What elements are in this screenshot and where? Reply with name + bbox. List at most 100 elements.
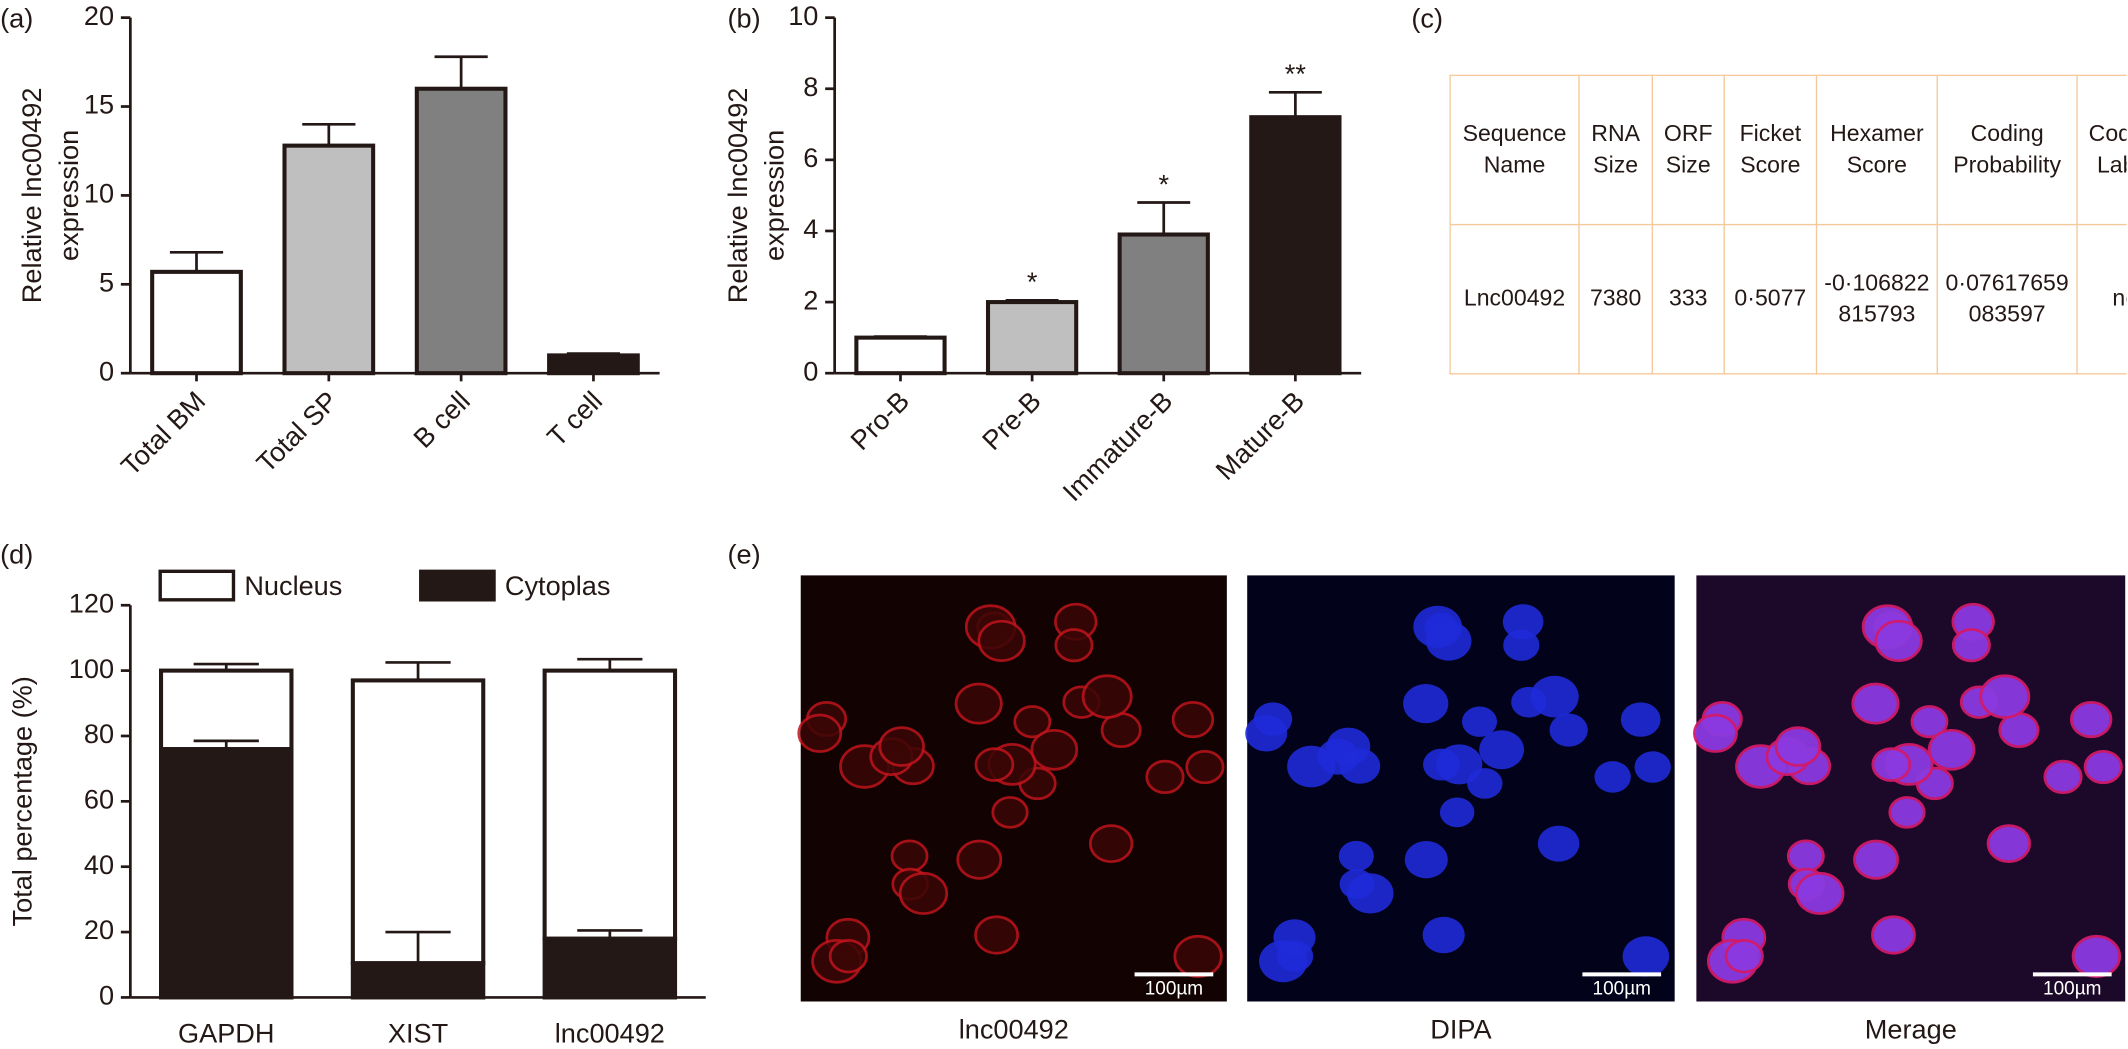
cell: [956, 839, 1003, 880]
table-cell: Coding Probability: [1936, 74, 2078, 226]
cell: [1634, 751, 1671, 783]
y-axis-label: Total percentage (%): [7, 676, 38, 926]
x-tick-label: lnc00492: [555, 1018, 665, 1049]
cell: [1927, 728, 1976, 771]
cell: [1185, 749, 1225, 785]
bar: [150, 269, 243, 376]
y-tick-label: 100: [69, 653, 114, 684]
micrograph-caption: Merage: [1865, 1014, 1957, 1045]
y-tick-label: 15: [84, 89, 114, 120]
scale-bar-label: 100µm: [1593, 978, 1651, 999]
cell: [1503, 629, 1540, 661]
table-cell: Coding Label: [2076, 74, 2127, 226]
cell: [890, 839, 929, 873]
significance-label: *: [1027, 266, 1038, 297]
table-row: Lnc00492 7380 333 0·5077 -0·106822815793 0·07…: [1449, 223, 2127, 375]
cell: [828, 939, 868, 974]
table-cell: Hexamer Score: [1815, 74, 1938, 226]
table-row: Sequence Name RNA Size ORF Size Ficket Scor…: [1449, 74, 2127, 226]
cell: [1549, 713, 1588, 747]
table-cell: 333: [1651, 223, 1725, 375]
y-tick-label: 0: [99, 980, 114, 1011]
cell: [1724, 939, 1764, 974]
y-tick-label: 0: [803, 355, 818, 386]
table-cell: no: [2076, 223, 2127, 375]
cell: [1774, 726, 1822, 767]
panel-label: (b): [727, 3, 760, 34]
cell: [1422, 916, 1465, 954]
cell: [1979, 674, 2031, 719]
cell: [1030, 728, 1079, 771]
significance-label: **: [1285, 58, 1307, 89]
y-tick-label: 80: [84, 718, 114, 749]
cell: [1245, 715, 1288, 752]
cell: [1404, 840, 1448, 879]
cell: [1173, 934, 1223, 978]
cell: [1951, 628, 1991, 663]
cell: [2071, 934, 2122, 978]
y-tick-label: 0: [99, 355, 114, 386]
y-tick-label: 10: [84, 178, 114, 209]
cell: [1594, 761, 1631, 793]
table-cell: 7380: [1578, 223, 1653, 375]
cell: [1853, 839, 1899, 880]
table-cell: Ficket Score: [1723, 74, 1818, 226]
cell: [898, 871, 949, 915]
cell: [1786, 839, 1825, 873]
legend-label: Nucleus: [244, 570, 342, 601]
bar: [985, 300, 1079, 376]
cell: [1088, 824, 1134, 864]
cell: [1693, 713, 1738, 753]
cell: [1871, 747, 1912, 782]
bar: [414, 86, 508, 376]
y-tick-label: 40: [84, 849, 114, 880]
cell: [1054, 628, 1094, 663]
y-tick-label: 4: [803, 213, 818, 244]
y-axis-label: Relative lnc00492: [16, 88, 47, 304]
y-tick-label: 6: [803, 142, 818, 173]
y-axis-label: Relative lnc00492: [722, 88, 753, 304]
y-tick-label: 60: [84, 784, 114, 815]
bar: [547, 353, 640, 376]
info-table: Sequence Name RNA Size ORF Size Ficket Scor…: [1449, 74, 2127, 375]
cell: [1910, 705, 1949, 739]
cell: [1403, 683, 1449, 724]
table-cell: RNA Size: [1578, 74, 1653, 226]
panel-label: (c): [1411, 3, 1443, 34]
y-tick-label: 20: [84, 914, 114, 945]
cell: [954, 682, 1003, 725]
bar-segment: [350, 678, 486, 966]
cell: [1346, 873, 1394, 914]
legend-swatch: [419, 569, 496, 602]
bar: [1249, 115, 1342, 376]
micrograph-caption: DIPA: [1430, 1014, 1492, 1045]
cell: [1171, 700, 1215, 739]
x-tick-label: XIST: [388, 1018, 448, 1049]
bar-segment: [159, 668, 294, 752]
cell: [1425, 621, 1472, 661]
y-tick-label: 20: [84, 0, 114, 31]
cell: [2043, 759, 2083, 795]
cell: [797, 713, 843, 753]
y-axis-label: expression: [758, 130, 789, 261]
legend-label: Cytoplas: [505, 570, 611, 601]
cell: [1461, 706, 1498, 737]
cell: [991, 796, 1029, 829]
cell: [1326, 727, 1371, 766]
cell: [1530, 675, 1579, 718]
cell: [1888, 796, 1926, 829]
cell: [2069, 700, 2113, 739]
bar: [854, 335, 947, 376]
cell: [977, 619, 1026, 662]
cell: [2083, 749, 2123, 785]
y-tick-label: 5: [99, 266, 114, 297]
scale-bar-label: 100µm: [1145, 978, 1203, 999]
cell: [1537, 825, 1580, 862]
cell: [878, 726, 925, 767]
cell: [1439, 797, 1475, 828]
cell: [1276, 940, 1314, 972]
cell: [974, 747, 1015, 782]
y-tick-label: 120: [69, 587, 114, 618]
